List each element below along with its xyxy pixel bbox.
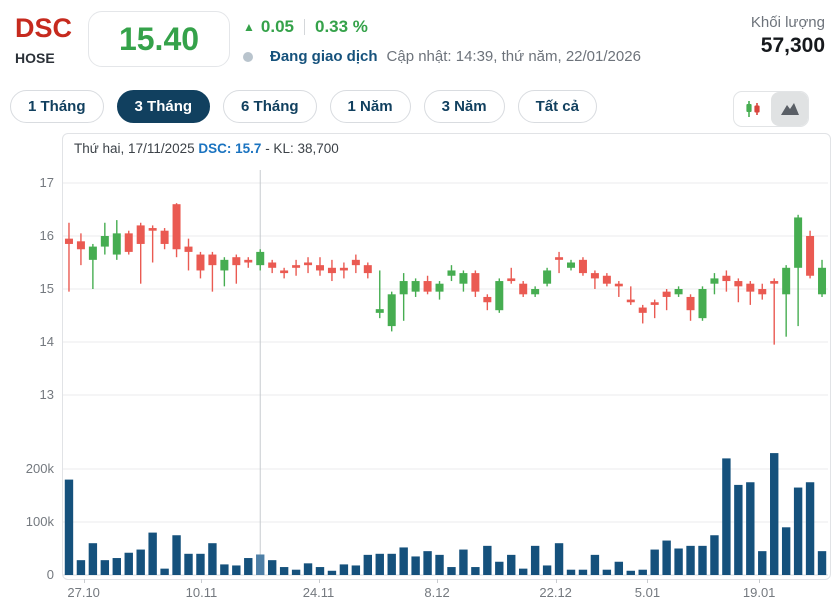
axis-tick	[437, 579, 439, 583]
axis-label: 17	[39, 175, 54, 190]
volume-series	[64, 453, 827, 575]
volume-summary: Khối lượng 57,300	[751, 14, 825, 58]
axis-label: 200k	[25, 461, 54, 476]
chart-panel[interactable]	[62, 133, 831, 580]
tab-3-tháng[interactable]: 3 Tháng	[116, 90, 211, 123]
last-updated: Cập nhật: 14:39, thứ năm, 22/01/2026	[386, 48, 641, 65]
tab-1-tháng[interactable]: 1 Tháng	[10, 90, 104, 123]
period-tabs: 1 Tháng 3 Tháng 6 Tháng 1 Năm 3 Năm Tất cả	[10, 90, 597, 123]
axis-label: 5.01	[634, 585, 661, 600]
candlestick-series	[64, 203, 827, 345]
tab-1-năm[interactable]: 1 Năm	[329, 90, 411, 123]
axis-label: 13	[39, 387, 54, 402]
price-volume-chart[interactable]	[63, 134, 828, 577]
axis-label: 27.10	[67, 585, 100, 600]
axis-tick	[759, 579, 761, 583]
change-value: 0.05	[260, 17, 294, 36]
tooltip-volume: - KL: 38,700	[265, 141, 339, 156]
axis-label: 15	[39, 281, 54, 296]
axis-label: 19.01	[742, 585, 776, 600]
up-arrow-icon: ▲	[243, 20, 255, 34]
axis-label: 22.12	[539, 585, 572, 600]
axis-label: 10.11	[185, 585, 218, 600]
candlestick-chart-icon[interactable]	[734, 92, 771, 126]
axis-label: 8.12	[424, 585, 450, 600]
axis-label: 16	[39, 228, 54, 243]
market-status-row: Đang giao dịch Cập nhật: 14:39, thứ năm,…	[243, 48, 641, 65]
axis-label: 0	[46, 567, 54, 582]
chart-type-toggle	[733, 91, 809, 127]
status-dot-icon	[243, 51, 253, 62]
chart-tooltip: Thứ hai, 17/11/2025 DSC: 15.7 - KL: 38,7…	[74, 141, 339, 156]
axis-tick	[555, 579, 557, 583]
volume-label: Khối lượng	[750, 14, 825, 31]
volume-value: 57,300	[760, 34, 825, 57]
tooltip-price: DSC: 15.7	[198, 141, 262, 156]
axis-tick	[647, 579, 649, 583]
exchange-label: HOSE	[15, 50, 55, 66]
axis-label: 100k	[25, 514, 54, 529]
axis-label: 24.11	[302, 585, 335, 600]
divider	[303, 19, 305, 35]
tab-tất-cả[interactable]: Tất cả	[517, 90, 597, 123]
current-price-badge: 15.40	[88, 11, 230, 67]
axis-label: 14	[39, 334, 54, 349]
area-chart-icon[interactable]	[771, 92, 808, 126]
stock-symbol: DSC	[15, 13, 73, 43]
change-percent: 0.33 %	[314, 17, 368, 36]
price-change-row: ▲ 0.05 0.33 %	[243, 17, 368, 37]
axis-tick	[201, 579, 203, 583]
tooltip-date: Thứ hai, 17/11/2025	[74, 141, 195, 156]
axis-tick	[83, 579, 85, 583]
tab-3-năm[interactable]: 3 Năm	[423, 90, 505, 123]
tab-6-tháng[interactable]: 6 Tháng	[223, 90, 317, 123]
axis-tick	[318, 579, 320, 583]
market-status: Đang giao dịch	[270, 48, 378, 65]
